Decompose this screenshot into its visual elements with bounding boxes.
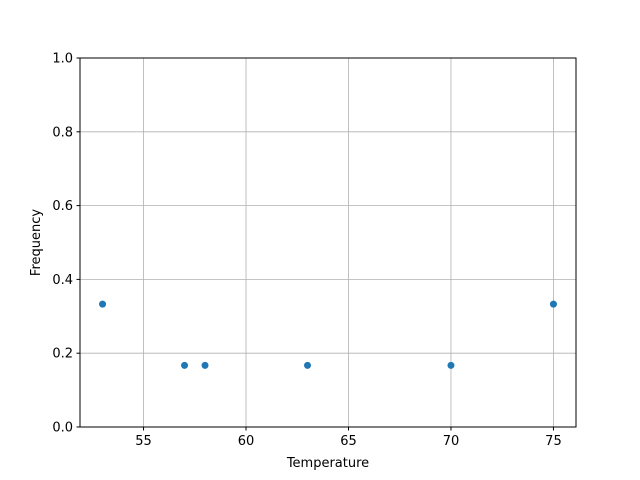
- x-axis-ticks: 55 60 65 70 75: [135, 427, 562, 449]
- x-tick-label: 60: [238, 434, 255, 449]
- grid: [80, 57, 576, 428]
- x-tick-label: 65: [340, 434, 357, 449]
- data-point: [447, 361, 455, 369]
- y-axis-ticks: 0.0 0.2 0.4 0.6 0.8 1.0: [52, 52, 80, 436]
- y-tick-label: 0.4: [52, 273, 73, 288]
- plot-frame: [79, 57, 577, 428]
- data-point: [304, 361, 312, 369]
- y-tick-label: 0.0: [52, 421, 73, 436]
- data-points: [99, 300, 557, 369]
- x-tick-label: 55: [135, 434, 152, 449]
- y-tick-label: 0.6: [52, 199, 73, 214]
- data-point: [201, 361, 209, 369]
- y-tick-label: 0.8: [52, 125, 73, 140]
- x-tick-label: 70: [443, 434, 460, 449]
- x-tick-label: 75: [545, 434, 562, 449]
- y-axis-label: Frequency: [29, 209, 44, 276]
- data-point: [99, 300, 107, 308]
- y-tick-label: 0.2: [52, 347, 73, 362]
- data-point: [549, 300, 557, 308]
- y-tick-label: 1.0: [52, 52, 73, 67]
- data-point: [181, 361, 189, 369]
- x-axis-label: Temperature: [286, 456, 369, 471]
